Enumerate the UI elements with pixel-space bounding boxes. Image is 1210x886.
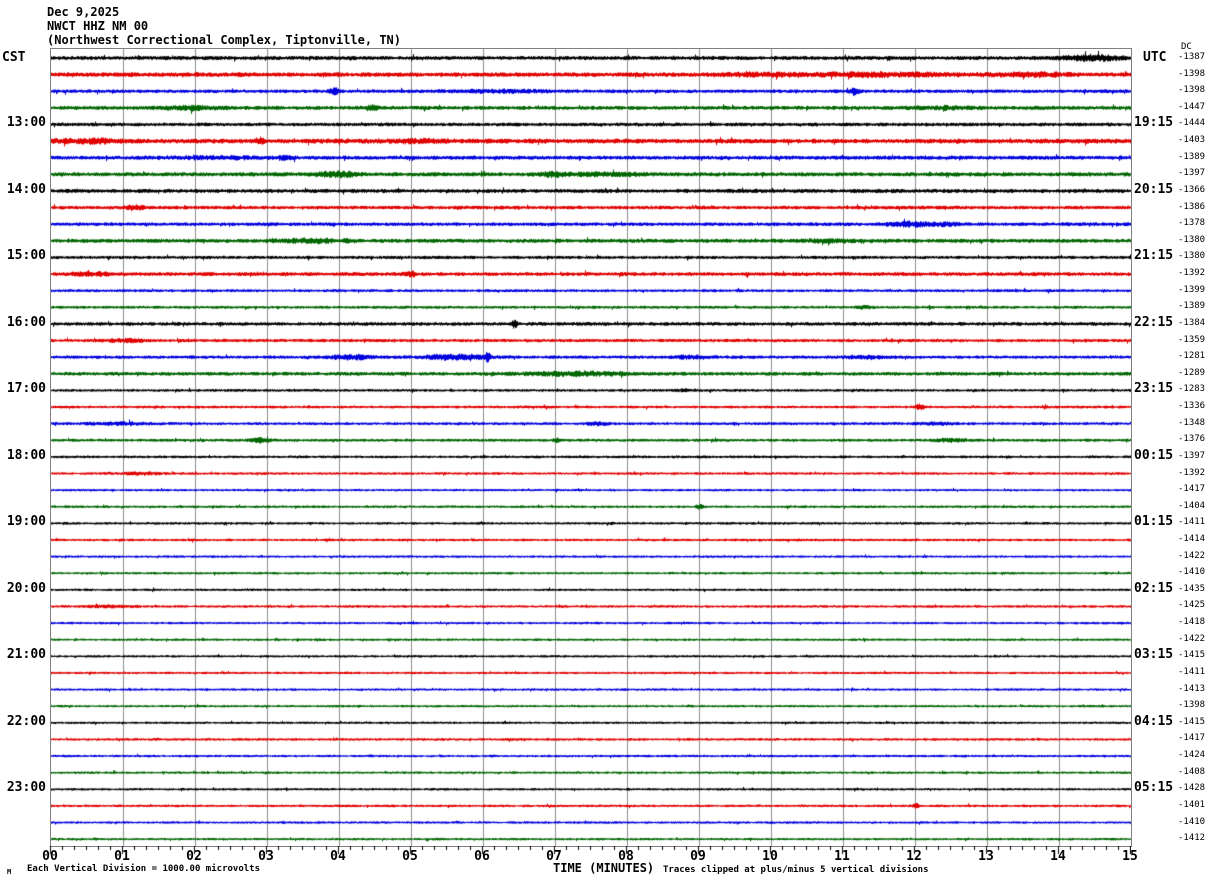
dc-value: -1410 [1178, 567, 1206, 578]
right-hour-label: 03:15 [1134, 647, 1174, 663]
right-hour-label: 05:15 [1134, 780, 1174, 796]
dc-value: -1410 [1178, 816, 1206, 827]
dc-value: -1378 [1178, 218, 1206, 229]
left-hour-label: 15:00 [6, 248, 46, 264]
right-timezone-label: UTC [1143, 50, 1167, 65]
dc-value: -1386 [1178, 201, 1206, 212]
left-hour-label: 21:00 [6, 647, 46, 663]
dc-value: -1376 [1178, 434, 1206, 445]
dc-value: -1397 [1178, 450, 1206, 461]
seismogram-canvas [51, 49, 1131, 846]
dc-value: -1403 [1178, 135, 1206, 146]
dc-value: -1404 [1178, 500, 1206, 511]
right-hour-label: 04:15 [1134, 713, 1174, 729]
dc-value: -1415 [1178, 650, 1206, 661]
dc-value: -1417 [1178, 733, 1206, 744]
dc-value: -1398 [1178, 85, 1206, 96]
header-date: Dec 9,2025 [47, 5, 120, 19]
dc-value: -1387 [1178, 52, 1206, 62]
dc-value: -1348 [1178, 417, 1206, 428]
dc-value: -1380 [1178, 234, 1206, 245]
left-timezone-label: CST [2, 50, 26, 65]
dc-value: -1425 [1178, 600, 1206, 611]
header-location: (Northwest Correctional Complex, Tiptonv… [47, 33, 402, 47]
left-hour-label: 17:00 [6, 381, 46, 397]
dc-value: -1289 [1178, 367, 1206, 378]
x-axis-ticks [49, 846, 1131, 856]
dc-value: -1398 [1178, 68, 1206, 79]
right-hour-labels: 19:15 20:15 21:15 22:15 23:15 00:15 01:15 02:15… [1134, 0, 1178, 886]
dc-value: -1411 [1178, 666, 1206, 677]
dc-header-label: DC [1181, 42, 1192, 52]
dc-value: -1366 [1178, 184, 1206, 195]
right-hour-label: 22:15 [1134, 314, 1174, 330]
dc-value: -1408 [1178, 766, 1206, 777]
dc-value: -1417 [1178, 484, 1206, 495]
dc-value: -1422 [1178, 633, 1206, 644]
dc-value: -1435 [1178, 583, 1206, 594]
dc-value: -1389 [1178, 301, 1206, 312]
dc-value: -1401 [1178, 799, 1206, 810]
dc-value: -1283 [1178, 384, 1206, 395]
dc-value: -1414 [1178, 533, 1206, 544]
dc-value: -1418 [1178, 617, 1206, 628]
left-hour-label: 19:00 [6, 514, 46, 530]
dc-value: -1397 [1178, 168, 1206, 179]
dc-value: -1428 [1178, 783, 1206, 794]
dc-value: -1399 [1178, 284, 1206, 295]
left-hour-label: 16:00 [6, 314, 46, 330]
dc-value: -1412 [1178, 833, 1206, 844]
dc-value: -1392 [1178, 467, 1206, 478]
left-hour-label: 22:00 [6, 713, 46, 729]
left-hour-label: 20:00 [6, 580, 46, 596]
left-hour-label: 14:00 [6, 181, 46, 197]
dc-value: -1384 [1178, 317, 1206, 328]
corner-mark: M [7, 868, 12, 876]
header-station: NWCT HHZ NM 00 [47, 19, 149, 33]
dc-value: -1447 [1178, 101, 1206, 112]
right-hour-label: 19:15 [1134, 115, 1174, 131]
right-hour-label: 23:15 [1134, 381, 1174, 397]
dc-value: -1415 [1178, 716, 1206, 727]
dc-value: -1392 [1178, 268, 1206, 279]
dc-value: -1389 [1178, 151, 1206, 162]
right-hour-label: 21:15 [1134, 248, 1174, 264]
header-block: Dec 9,2025 NWCT HHZ NM 00 (Northwest Cor… [47, 5, 401, 47]
left-hour-label: 13:00 [6, 115, 46, 131]
left-hour-label: 18:00 [6, 447, 46, 463]
right-hour-label: 20:15 [1134, 181, 1174, 197]
dc-value: -1359 [1178, 334, 1206, 345]
dc-value: -1444 [1178, 118, 1206, 129]
dc-value: -1424 [1178, 750, 1206, 761]
dc-value: -1380 [1178, 251, 1206, 262]
dc-value: -1398 [1178, 700, 1206, 711]
right-hour-label: 02:15 [1134, 580, 1174, 596]
dc-value: -1413 [1178, 683, 1206, 694]
clip-note: Traces clipped at plus/minus 5 vertical … [663, 865, 929, 875]
dc-value: -1422 [1178, 550, 1206, 561]
right-hour-label: 01:15 [1134, 514, 1174, 530]
left-hour-labels: 13:00 14:00 15:00 16:00 17:00 18:00 19:00 20:00… [0, 0, 46, 886]
seismogram-plot-frame [50, 48, 1132, 847]
scale-note: Each Vertical Division = 1000.00 microvo… [27, 864, 260, 874]
dc-value: -1411 [1178, 517, 1206, 528]
right-hour-label: 00:15 [1134, 447, 1174, 463]
left-hour-label: 23:00 [6, 780, 46, 796]
x-axis-title: TIME (MINUTES) [553, 861, 655, 875]
dc-value: -1281 [1178, 351, 1206, 362]
dc-value: -1336 [1178, 401, 1206, 412]
dc-values-column: -1387 -1398 -1398 -1447 -1444 -1403 -1389 -1397… [1178, 0, 1210, 886]
